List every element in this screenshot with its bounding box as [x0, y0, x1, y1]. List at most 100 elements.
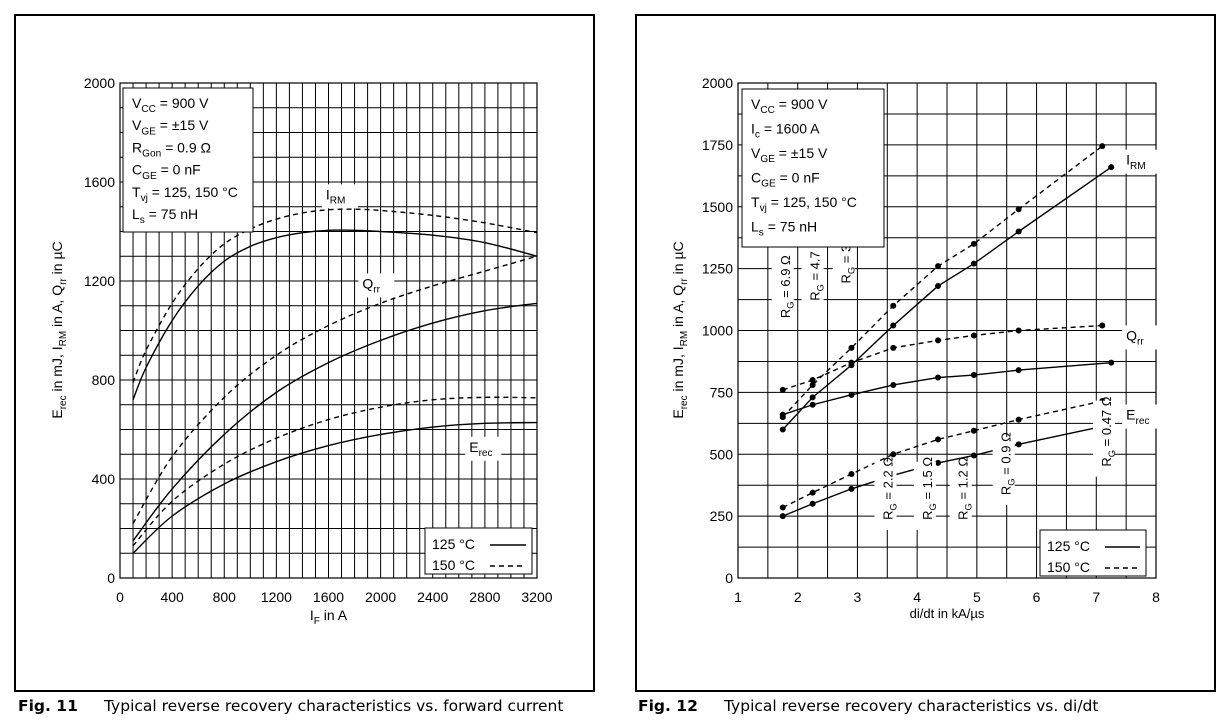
series-line-i-rm-125c: [132, 229, 538, 401]
series-line-q-rr-150c: [782, 324, 1103, 391]
y-tick-label: 2000: [84, 75, 115, 91]
series-line-i-rm-150c: [782, 145, 1103, 418]
x-tick-label: 2400: [417, 589, 448, 605]
data-point: [809, 489, 816, 496]
data-point: [970, 372, 977, 379]
chart-panel-right: [635, 14, 1216, 692]
data-point: [890, 302, 897, 309]
data-point: [779, 386, 786, 393]
figure-number: Fig. 11: [18, 697, 78, 715]
rg-label-bg: [913, 461, 936, 530]
x-tick-label: 2000: [365, 589, 396, 605]
x-tick-label: 3200: [521, 589, 552, 605]
rg-label-bg: [801, 242, 824, 311]
condition-line: VGE = ±15 V: [132, 117, 209, 137]
x-tick-label: 3: [854, 589, 862, 605]
data-point: [970, 260, 977, 267]
data-point: [848, 344, 855, 351]
y-axis-label: Erec in mJ, IRM in A, Qrr in µC: [670, 241, 690, 418]
data-point: [935, 263, 942, 270]
y-tick-label: 1000: [702, 323, 733, 339]
conditions-box: [741, 88, 885, 248]
x-axis-label: di/dt in kA/µs: [910, 606, 985, 621]
condition-line: Ls = 75 nH: [132, 206, 198, 226]
data-point: [809, 401, 816, 408]
rg-label-bg: [1093, 400, 1116, 477]
curve-label-bg: [1122, 149, 1159, 174]
figure-number: Fig. 12: [638, 697, 698, 715]
y-axis-label: Erec in mJ, IRM in A, Qrr in µC: [49, 241, 69, 418]
y-tick-label: 0: [725, 570, 733, 586]
rg-label-bg: [992, 437, 1015, 506]
rg-label: RG = 0.9 Ω: [999, 432, 1017, 495]
chart-fig11: 0 400 800 1200 1600 2000 2400 2800 3200 0 400 800 12…: [49, 75, 553, 627]
data-point: [1015, 416, 1022, 423]
series-line-q-rr-125c: [782, 361, 1112, 416]
y-tick-label: 500: [710, 446, 734, 462]
x-tick-label: 800: [213, 589, 237, 605]
x-tick-label: 1600: [313, 589, 344, 605]
condition-line: Tvj = 125, 150 °C: [132, 184, 238, 204]
figure-caption-text: Typical reverse recovery characteristics…: [104, 697, 564, 715]
curve-label: Erec: [469, 439, 492, 459]
legend-box: [424, 527, 533, 575]
data-point: [809, 377, 816, 383]
data-point: [935, 459, 942, 466]
rg-label: RG = 2.2 Ω: [880, 457, 898, 520]
curve-label: Qrr: [362, 275, 380, 295]
data-point: [779, 513, 786, 520]
x-axis-label: IF in A: [310, 607, 348, 627]
data-point: [935, 282, 942, 289]
x-tick-label: 4: [913, 589, 921, 605]
conditions-box: [122, 87, 254, 233]
data-point: [1015, 206, 1022, 213]
data-point: [890, 381, 897, 388]
legend-label: 125 °C: [1047, 538, 1090, 554]
y-tick-label: 1750: [702, 137, 733, 153]
data-point: [848, 391, 855, 398]
y-tick-label: 0: [107, 570, 115, 586]
data-point: [935, 374, 942, 381]
curve-label-bg: [321, 184, 358, 209]
data-point: [1099, 322, 1106, 329]
series-line-e-rec-150c: [132, 396, 538, 547]
data-point: [970, 427, 977, 434]
curve-label: Erec: [1126, 407, 1149, 427]
data-point: [779, 504, 786, 511]
data-point: [848, 359, 855, 366]
condition-line: VGE = ±15 V: [751, 145, 828, 165]
y-tick-label: 1250: [702, 261, 733, 277]
y-tick-label: 1200: [84, 273, 115, 289]
x-tick-label: 1200: [261, 589, 292, 605]
series-line-i-rm-150c: [132, 208, 538, 383]
rg-label: RG = 6.9 Ω: [778, 255, 796, 318]
series-line-q-rr-125c: [132, 302, 538, 542]
legend-label: 150 °C: [432, 557, 475, 573]
x-tick-label: 400: [160, 589, 184, 605]
data-point: [1099, 143, 1106, 150]
data-point: [1015, 367, 1022, 374]
curve-label: IRM: [326, 186, 346, 206]
x-tick-label: 8: [1152, 589, 1160, 605]
curve-label: Qrr: [1126, 327, 1144, 347]
x-tick-label: 0: [116, 589, 124, 605]
y-tick-label: 250: [710, 508, 734, 524]
condition-line: VCC = 900 V: [751, 96, 828, 116]
rg-label-bg: [949, 461, 972, 530]
y-tick-label: 1500: [702, 199, 733, 215]
figure-caption-11: Fig. 11 Typical reverse recovery characte…: [18, 697, 563, 715]
curve-label-bg: [1122, 404, 1159, 429]
data-point: [809, 500, 816, 507]
condition-line: Tvj = 125, 150 °C: [751, 194, 857, 214]
data-point: [809, 381, 816, 388]
rg-label: RG = 1.5 Ω: [920, 457, 938, 520]
y-tick-label: 2000: [702, 75, 733, 91]
curve-label-bg: [358, 273, 395, 298]
data-point: [848, 471, 855, 478]
data-point: [970, 240, 977, 247]
data-point: [1108, 359, 1115, 366]
data-point: [809, 394, 816, 401]
curve-label-bg: [1122, 325, 1159, 350]
condition-line: CGE = 0 nF: [132, 162, 201, 182]
